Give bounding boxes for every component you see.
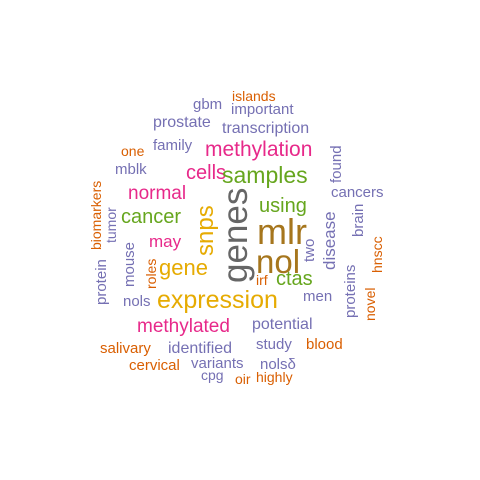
word-mlr: mlr bbox=[257, 211, 307, 252]
word-prostate: prostate bbox=[153, 114, 211, 131]
word-highly: highly bbox=[256, 369, 293, 385]
word-snps: snps bbox=[192, 205, 219, 256]
word-gene: gene bbox=[159, 255, 208, 280]
word-tumor: tumor bbox=[103, 207, 119, 243]
word-nol: nol bbox=[256, 243, 301, 280]
word-using: using bbox=[259, 195, 307, 217]
word-potential: potential bbox=[252, 316, 313, 333]
word-cancer: cancer bbox=[121, 206, 182, 228]
word-transcription: transcription bbox=[222, 120, 310, 137]
word-two: two bbox=[301, 238, 318, 262]
word-ctas: ctas bbox=[276, 268, 313, 290]
word-cervical: cervical bbox=[129, 357, 180, 374]
word-samples: samples bbox=[222, 162, 308, 188]
word-brain: brain bbox=[350, 203, 367, 237]
word-men: men bbox=[303, 288, 333, 305]
word-methylated: methylated bbox=[137, 316, 230, 337]
word-cells: cells bbox=[186, 162, 227, 184]
word-roles: roles bbox=[143, 258, 159, 289]
word-blood: blood bbox=[306, 336, 343, 353]
word-nolsdelta: nolsδ bbox=[260, 356, 296, 373]
word-normal: normal bbox=[128, 183, 187, 204]
word-important: important bbox=[231, 101, 294, 118]
word-found: found bbox=[328, 145, 345, 183]
word-islands: islands bbox=[232, 88, 276, 104]
word-mouse: mouse bbox=[121, 241, 138, 287]
word-identified: identified bbox=[168, 340, 233, 357]
word-mblk: mblk bbox=[115, 161, 147, 178]
word-oir: oir bbox=[235, 371, 251, 387]
word-salivary: salivary bbox=[100, 340, 151, 357]
word-cpg: cpg bbox=[201, 367, 224, 383]
word-family: family bbox=[153, 137, 193, 154]
word-one: one bbox=[121, 143, 145, 159]
word-study: study bbox=[256, 336, 292, 353]
word-protein: protein bbox=[93, 259, 110, 305]
word-hnscc: hnscc bbox=[369, 236, 385, 273]
word-biomarkers: biomarkers bbox=[88, 180, 104, 250]
word-variants: variants bbox=[191, 355, 244, 372]
word-expression: expression bbox=[157, 286, 278, 314]
word-proteins: proteins bbox=[342, 264, 359, 318]
word-cancers: cancers bbox=[331, 184, 384, 201]
word-methylation: methylation bbox=[205, 138, 313, 161]
word-genes: genes bbox=[216, 187, 255, 283]
word-may: may bbox=[149, 232, 182, 251]
word-nols: nols bbox=[123, 293, 151, 310]
word-disease: disease bbox=[320, 211, 339, 270]
word-irf: irf bbox=[256, 272, 268, 288]
word-novel: novel bbox=[362, 287, 378, 321]
word-gbm: gbm bbox=[193, 96, 223, 113]
